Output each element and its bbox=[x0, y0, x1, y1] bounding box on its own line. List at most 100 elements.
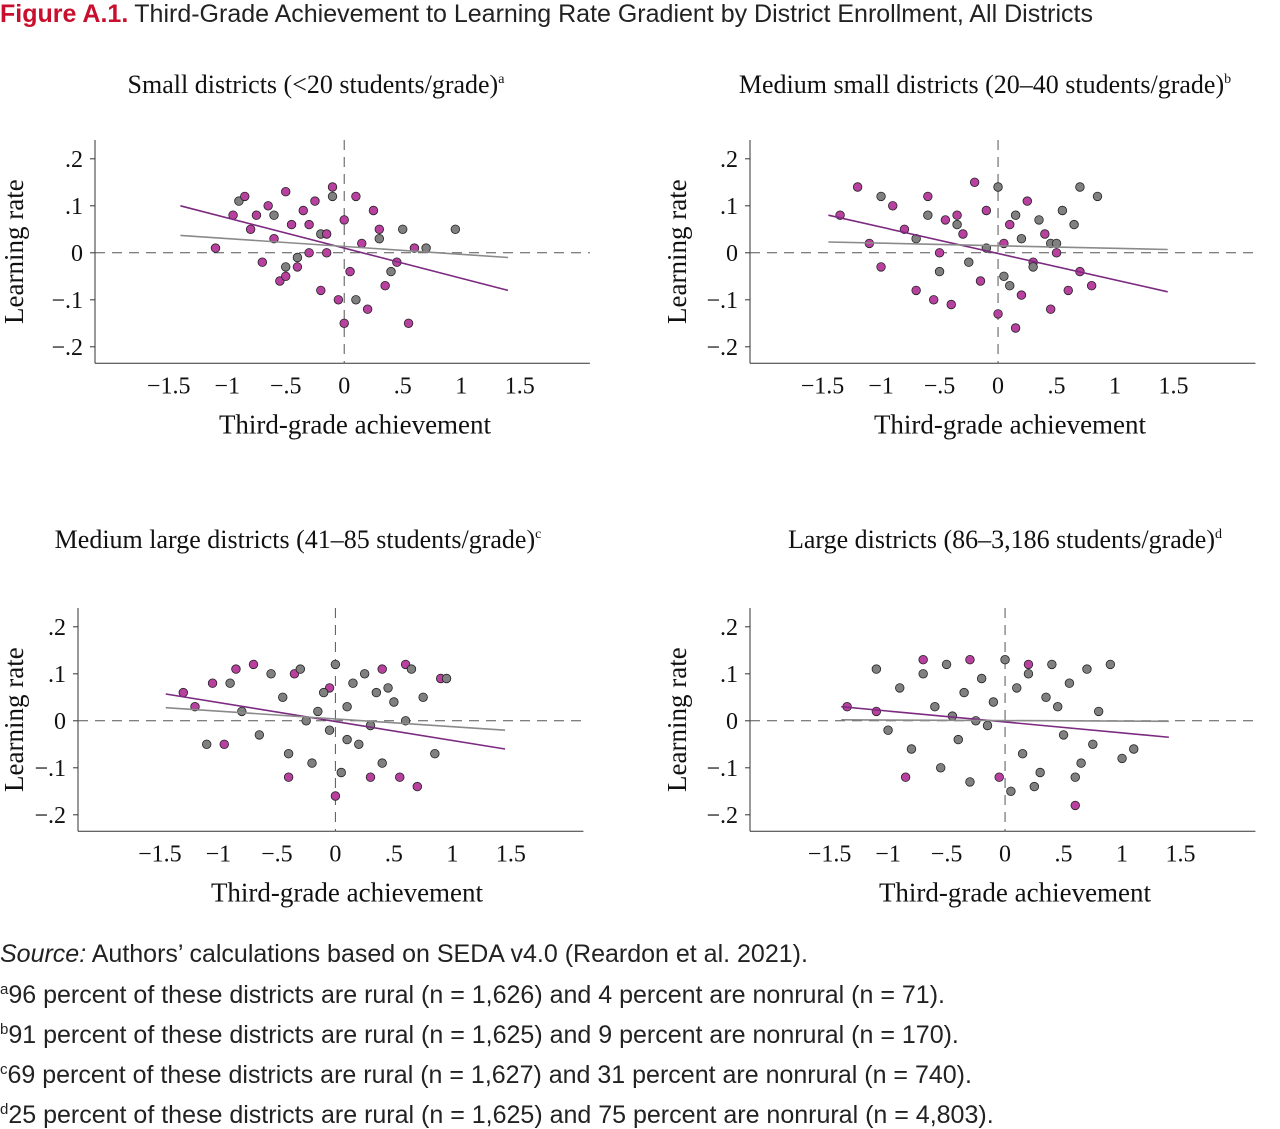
y-tick-label: 0 bbox=[54, 709, 66, 735]
data-point bbox=[327, 182, 338, 192]
data-point bbox=[313, 706, 323, 717]
data-point bbox=[852, 182, 863, 192]
data-point bbox=[365, 772, 376, 782]
data-point bbox=[1088, 739, 1098, 750]
data-point bbox=[1023, 669, 1034, 679]
data-point bbox=[923, 210, 933, 220]
x-tick-label: .5 bbox=[1048, 373, 1066, 399]
data-point bbox=[240, 191, 250, 202]
data-point bbox=[263, 201, 273, 211]
data-point bbox=[380, 281, 390, 291]
data-point bbox=[377, 758, 387, 768]
x-tick-label: .5 bbox=[394, 373, 412, 399]
data-point bbox=[982, 720, 993, 731]
scatter-panel: Medium small districts (20–40 students/g… bbox=[662, 70, 1256, 439]
figure-title: Third-Grade Achievement to Learning Rate… bbox=[134, 0, 1093, 28]
figure-header: Figure A.1. Third-Grade Achievement to Le… bbox=[0, 0, 1093, 28]
x-axis-label: Third-grade achievement bbox=[879, 877, 1152, 907]
x-tick-label: −1.5 bbox=[138, 841, 182, 867]
footnote-mark: d bbox=[0, 1101, 8, 1118]
data-point bbox=[321, 248, 332, 258]
x-tick-label: −.5 bbox=[261, 841, 293, 867]
data-point bbox=[1117, 753, 1127, 764]
source-text: Authors’ calculations based on SEDA v4.0… bbox=[86, 940, 808, 968]
footnote-text: 96 percent of these districts are rural … bbox=[8, 981, 945, 1009]
data-point bbox=[237, 706, 247, 717]
data-point bbox=[257, 257, 268, 267]
data-point bbox=[1045, 304, 1056, 314]
data-point bbox=[254, 730, 265, 740]
y-tick-label: −.2 bbox=[706, 803, 738, 829]
data-point bbox=[940, 215, 951, 225]
data-point bbox=[389, 697, 399, 707]
scatter-panel: Small districts (<20 students/grade)a .2.… bbox=[0, 70, 590, 439]
data-point bbox=[1005, 219, 1015, 230]
data-point bbox=[336, 767, 346, 778]
data-point bbox=[365, 720, 376, 731]
data-point bbox=[918, 669, 928, 679]
data-point bbox=[981, 205, 992, 216]
x-tick-label: 1.5 bbox=[505, 373, 535, 399]
y-tick-label: 0 bbox=[71, 241, 83, 267]
x-tick-label: .5 bbox=[1055, 841, 1073, 867]
y-tick-label: .1 bbox=[48, 662, 66, 688]
y-axis-label: Learning rate bbox=[0, 647, 29, 792]
data-point bbox=[1029, 781, 1040, 792]
data-point bbox=[383, 683, 393, 693]
data-point bbox=[1070, 800, 1080, 811]
scatter-panel: Medium large districts (41–85 students/g… bbox=[0, 525, 584, 907]
data-point bbox=[1093, 706, 1104, 717]
data-point bbox=[993, 182, 1003, 192]
footnote-text: 25 percent of these districts are rural … bbox=[8, 1101, 993, 1129]
fit-line bbox=[841, 705, 1169, 739]
data-point bbox=[895, 683, 905, 693]
footnote-text: 69 percent of these districts are rural … bbox=[8, 1061, 972, 1089]
data-point bbox=[225, 678, 235, 688]
y-tick-label: 0 bbox=[726, 241, 738, 267]
data-point bbox=[321, 229, 332, 239]
data-point bbox=[324, 725, 335, 735]
data-point bbox=[1010, 323, 1021, 333]
data-point bbox=[395, 772, 405, 782]
x-tick-label: 1 bbox=[1109, 373, 1121, 399]
data-point bbox=[281, 271, 291, 282]
panel-title-text: Medium small districts (20–40 students/g… bbox=[739, 70, 1224, 99]
panel-title: Medium large districts (41–85 students/g… bbox=[55, 525, 542, 554]
data-point bbox=[351, 191, 361, 202]
panel-title-text: Medium large districts (41–85 students/g… bbox=[55, 525, 535, 554]
data-point bbox=[371, 687, 382, 698]
data-point bbox=[871, 664, 882, 674]
data-point bbox=[952, 219, 962, 230]
data-point bbox=[374, 233, 385, 244]
data-point bbox=[357, 238, 367, 249]
data-point bbox=[1012, 683, 1022, 693]
data-point bbox=[1010, 210, 1021, 220]
y-axis-label: Learning rate bbox=[662, 647, 692, 792]
y-tick-label: .2 bbox=[720, 615, 738, 641]
data-point bbox=[906, 744, 917, 754]
data-point bbox=[368, 205, 379, 216]
data-point bbox=[941, 659, 952, 670]
y-tick-label: .2 bbox=[48, 615, 66, 641]
x-tick-label: −1 bbox=[875, 841, 901, 867]
data-point bbox=[883, 725, 893, 735]
y-tick-label: .1 bbox=[65, 194, 83, 220]
data-point bbox=[934, 266, 945, 277]
data-point bbox=[1129, 744, 1139, 754]
footnote-mark: c bbox=[0, 1061, 8, 1078]
data-point bbox=[999, 271, 1009, 282]
footnote: d25 percent of these districts are rural… bbox=[0, 1101, 994, 1129]
footnote: a96 percent of these districts are rural… bbox=[0, 981, 945, 1009]
panel-title-note: a bbox=[498, 72, 505, 87]
x-tick-label: −1.5 bbox=[808, 841, 852, 867]
data-point bbox=[1041, 692, 1051, 703]
x-tick-label: 1 bbox=[446, 841, 458, 867]
y-tick-label: −.1 bbox=[51, 288, 83, 314]
data-point bbox=[292, 252, 303, 263]
x-tick-label: −1 bbox=[868, 373, 894, 399]
data-point bbox=[295, 664, 306, 674]
data-point bbox=[403, 318, 414, 329]
data-point bbox=[918, 655, 928, 665]
data-point bbox=[342, 734, 352, 745]
